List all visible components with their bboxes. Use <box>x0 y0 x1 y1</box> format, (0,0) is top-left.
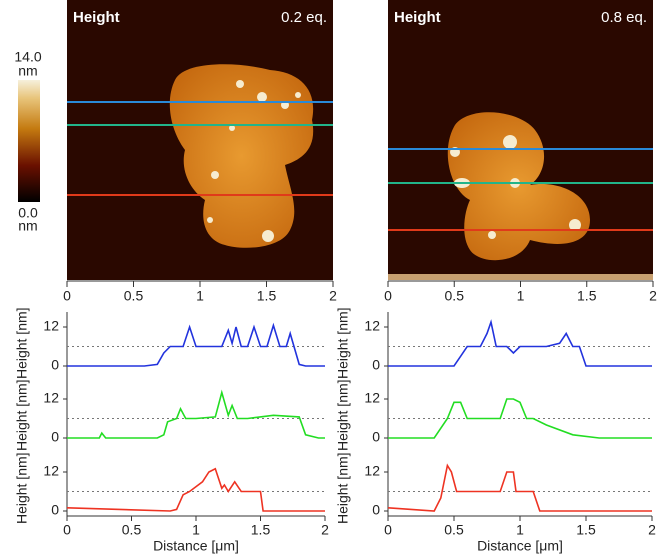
x-tick-label: 1 <box>516 522 524 538</box>
y-axis-label: Height [nm] <box>14 307 30 379</box>
y-axis-label: Height [nm] <box>14 379 30 451</box>
afm-image-left <box>67 0 333 280</box>
y-tick-label: 0 <box>51 429 59 445</box>
x-tick-label: 1.5 <box>257 288 277 304</box>
y-axis-label: Height [nm] <box>335 307 351 379</box>
image-label: Height <box>73 9 120 26</box>
y-axis-label: Height [nm] <box>335 452 351 524</box>
x-tick-label: 0 <box>384 522 392 538</box>
profile-line <box>67 322 325 367</box>
x-tick-label: 1.5 <box>251 522 271 538</box>
y-tick-label: 12 <box>364 463 380 479</box>
y-tick-label: 12 <box>364 318 380 334</box>
x-tick-label: 2 <box>649 288 657 304</box>
profile-line <box>388 398 652 439</box>
y-tick-label: 0 <box>372 429 380 445</box>
y-axis-label: Height [nm] <box>14 452 30 524</box>
y-tick-label: 12 <box>364 390 380 406</box>
colorbar-unit: nm <box>18 63 37 79</box>
x-tick-label: 0.5 <box>122 522 142 538</box>
profile-line <box>67 389 325 439</box>
x-tick-label: 0.5 <box>124 288 144 304</box>
x-tick-label: 1 <box>517 288 525 304</box>
colorbar-label: 14.0 <box>14 49 41 65</box>
x-axis-label: Distance [μm] <box>477 538 563 554</box>
profile-line <box>388 319 652 367</box>
x-tick-label: 0 <box>63 522 71 538</box>
x-tick-label: 1 <box>196 288 204 304</box>
image-label: Height <box>394 9 441 26</box>
profile-line <box>387 463 652 512</box>
colorbar-unit: nm <box>18 218 37 234</box>
y-tick-label: 0 <box>51 502 59 518</box>
y-tick-label: 12 <box>43 463 59 479</box>
image-condition: 0.2 eq. <box>281 9 327 26</box>
x-tick-label: 2 <box>648 522 656 538</box>
image-condition: 0.8 eq. <box>601 9 647 26</box>
x-tick-label: 1.5 <box>576 522 596 538</box>
x-tick-label: 1 <box>192 522 200 538</box>
colorbar <box>18 80 40 202</box>
x-tick-label: 2 <box>329 288 337 304</box>
y-tick-label: 0 <box>372 357 380 373</box>
x-tick-label: 0 <box>63 288 71 304</box>
y-axis-label: Height [nm] <box>335 379 351 451</box>
profile-line <box>66 467 325 512</box>
y-tick-label: 0 <box>51 357 59 373</box>
colorbar-label: 0.0 <box>18 205 38 221</box>
x-tick-label: 0.5 <box>445 288 465 304</box>
x-tick-label: 0 <box>384 288 392 304</box>
y-tick-label: 12 <box>43 318 59 334</box>
afm-image-right <box>388 0 653 280</box>
x-tick-label: 2 <box>321 522 329 538</box>
x-tick-label: 0.5 <box>444 522 464 538</box>
x-axis-label: Distance [μm] <box>153 538 239 554</box>
y-tick-label: 12 <box>43 390 59 406</box>
x-tick-label: 1.5 <box>577 288 597 304</box>
y-tick-label: 0 <box>372 502 380 518</box>
